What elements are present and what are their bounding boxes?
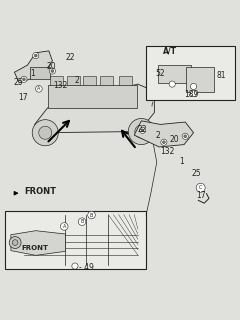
- Circle shape: [34, 54, 37, 57]
- Circle shape: [21, 76, 27, 83]
- Bar: [48, 85, 137, 108]
- Circle shape: [191, 91, 197, 97]
- Bar: [158, 65, 191, 83]
- Text: 17: 17: [18, 92, 28, 102]
- Text: B: B: [90, 212, 93, 218]
- Circle shape: [23, 78, 25, 81]
- Text: FRONT: FRONT: [22, 245, 48, 251]
- Circle shape: [191, 84, 197, 90]
- Polygon shape: [35, 84, 154, 133]
- Circle shape: [60, 223, 68, 230]
- Circle shape: [139, 127, 146, 133]
- Bar: [50, 76, 63, 85]
- Circle shape: [196, 183, 205, 192]
- Circle shape: [88, 211, 95, 219]
- Circle shape: [161, 139, 167, 145]
- Circle shape: [184, 135, 187, 138]
- Text: 25: 25: [191, 169, 201, 178]
- Circle shape: [33, 52, 39, 59]
- Text: 17: 17: [196, 191, 205, 200]
- Text: 1: 1: [30, 69, 35, 78]
- Circle shape: [162, 141, 165, 144]
- Circle shape: [141, 129, 144, 132]
- Text: 132: 132: [54, 81, 68, 90]
- Text: 2: 2: [75, 76, 80, 85]
- Text: - 49: - 49: [79, 263, 94, 272]
- Text: 25: 25: [13, 78, 23, 87]
- Circle shape: [169, 81, 175, 87]
- Bar: [100, 76, 113, 85]
- Text: 22: 22: [138, 125, 147, 134]
- Circle shape: [36, 85, 42, 92]
- Circle shape: [51, 70, 54, 72]
- Circle shape: [39, 126, 52, 139]
- Text: A/T: A/T: [163, 46, 177, 55]
- Text: 1: 1: [179, 157, 184, 166]
- Polygon shape: [11, 231, 66, 255]
- Text: 20: 20: [46, 62, 56, 71]
- Text: 52: 52: [156, 69, 165, 78]
- Bar: [5, 211, 146, 269]
- Circle shape: [135, 125, 148, 138]
- Polygon shape: [134, 121, 193, 147]
- Circle shape: [32, 120, 58, 146]
- Text: 20: 20: [170, 135, 179, 144]
- Text: 81: 81: [216, 71, 226, 80]
- Circle shape: [72, 263, 78, 269]
- Text: 2: 2: [156, 131, 160, 140]
- Bar: [30, 68, 50, 79]
- Text: A: A: [37, 86, 41, 91]
- Circle shape: [182, 133, 188, 140]
- Polygon shape: [14, 51, 52, 83]
- Circle shape: [12, 240, 18, 245]
- Circle shape: [49, 68, 55, 74]
- Bar: [83, 76, 96, 85]
- Bar: [186, 68, 214, 92]
- Text: 132: 132: [160, 147, 175, 156]
- Circle shape: [78, 218, 86, 226]
- Circle shape: [128, 118, 154, 145]
- Text: A: A: [63, 224, 66, 229]
- Bar: [67, 76, 80, 85]
- Text: C: C: [199, 185, 202, 190]
- Text: 189: 189: [184, 90, 198, 99]
- Bar: [119, 76, 132, 85]
- Text: B: B: [80, 219, 84, 224]
- Circle shape: [9, 236, 21, 249]
- Text: 22: 22: [66, 53, 75, 62]
- Text: FRONT: FRONT: [24, 187, 56, 196]
- Bar: [146, 46, 235, 100]
